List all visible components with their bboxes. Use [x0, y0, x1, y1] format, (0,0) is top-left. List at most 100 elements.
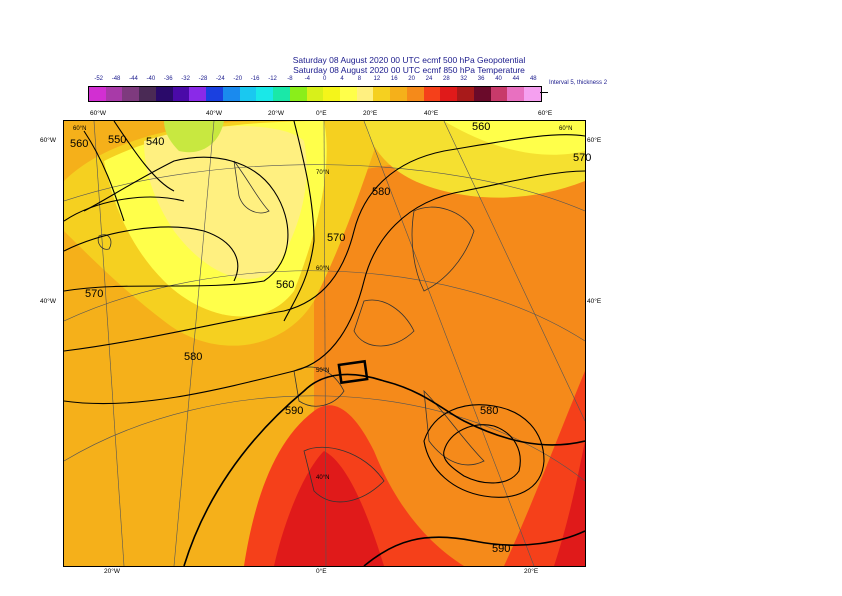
legend-swatch [340, 87, 357, 101]
legend-tick-label: -24 [216, 76, 225, 82]
region-nw-pale [144, 126, 307, 279]
bottom-longitude-label: 0°E [316, 568, 327, 575]
geopotential-contours [64, 121, 585, 566]
contour-label: 570 [327, 232, 346, 244]
legend-swatch [507, 87, 525, 101]
contour-label: 560 [70, 138, 89, 150]
top-longitude-label: 60°W [90, 110, 106, 117]
contour-label: 540 [146, 136, 165, 148]
legend-swatch [423, 87, 441, 101]
legend-tick-label: -8 [287, 76, 293, 82]
latitude-label: 40°N [316, 475, 330, 481]
legend-swatch [155, 87, 173, 101]
legend-swatch [105, 87, 123, 101]
legend-tick-label: -36 [163, 76, 173, 82]
legend-swatch [524, 87, 541, 101]
legend-swatch [473, 87, 491, 101]
graticule [64, 121, 585, 566]
contour-label: 580 [184, 351, 203, 363]
color-legend [88, 86, 542, 102]
left-longitude-label: 60°W [40, 137, 56, 144]
legend-tick-label: 44 [512, 76, 520, 82]
legend-swatch [390, 87, 407, 101]
title-temperature: Saturday 08 August 2020 00 UTC ecmf 850 … [293, 65, 525, 75]
top-longitude-label: 20°E [363, 110, 378, 117]
bottom-longitude-label: 20°E [524, 568, 539, 575]
legend-tick-label: 12 [373, 76, 381, 82]
legend-swatch [122, 87, 140, 101]
legend-tick-label: 4 [340, 76, 344, 82]
legend-tick-label: -32 [181, 76, 190, 82]
contour-label: 560 [276, 279, 295, 291]
legend-tick-label: -16 [250, 76, 260, 82]
domain-box [337, 359, 369, 385]
legend-swatch [256, 87, 274, 101]
latitude-label: 50°N [316, 368, 330, 374]
legend-swatch [440, 87, 458, 101]
bottom-longitude-label: 20°W [104, 568, 120, 575]
legend-tick-label: 20 [408, 76, 415, 82]
legend-tick-label: 28 [443, 76, 450, 82]
legend-arrow [540, 92, 548, 93]
legend-swatch [206, 87, 223, 101]
contour-label: 570 [573, 152, 592, 164]
legend-tick-label: 36 [477, 76, 485, 82]
legend-swatch [490, 87, 508, 101]
region-ne-lightyellow [444, 121, 585, 155]
top-longitude-label: 20°W [268, 110, 284, 117]
legend-swatch [139, 87, 156, 101]
legend-tick-label: 24 [425, 76, 433, 82]
region-east-orange [314, 157, 585, 566]
legend-swatch [356, 87, 374, 101]
region-green-patch [164, 121, 224, 153]
legend-tick-labels: -52 -48 -44 -40 -36 -32 -28 -24 -20 -16 -12 -8 -4 0 4 8… [82, 76, 552, 86]
legend-tick-label: 16 [390, 76, 398, 82]
legend-interval-note: Interval 5, thickness 2 [549, 80, 608, 86]
latitude-label: 60°N [316, 266, 330, 272]
latitude-label: 60°N [73, 126, 87, 132]
top-longitude-label: 40°E [424, 110, 439, 117]
legend-tick-label: 0 [323, 76, 327, 82]
legend-swatch [323, 87, 341, 101]
contour-label: 550 [108, 134, 127, 146]
legend-tick-label: -44 [129, 76, 138, 82]
coastlines [97, 160, 485, 503]
legend-tick-label: -20 [233, 76, 243, 82]
legend-tick-label: -28 [198, 76, 208, 82]
legend-swatch [373, 87, 391, 101]
top-longitude-label: 60°E [538, 110, 553, 117]
left-longitude-label: 40°W [40, 298, 56, 305]
legend-swatch [306, 87, 324, 101]
weather-map [63, 120, 586, 567]
latitude-label: 70°N [316, 170, 330, 176]
legend-swatch [239, 87, 257, 101]
right-longitude-label: 40°E [587, 298, 602, 305]
legend-tick-label: -52 [94, 76, 104, 82]
legend-swatch [89, 87, 106, 101]
legend-tick-label: 48 [529, 76, 537, 82]
contour-label: 560 [472, 121, 491, 133]
contour-label: 580 [372, 186, 391, 198]
contour-label: 570 [85, 288, 104, 300]
region-south-darkred [274, 451, 384, 566]
title-geopotential: Saturday 08 August 2020 00 UTC ecmf 500 … [292, 55, 526, 65]
right-longitude-label: 60°E [587, 137, 602, 144]
legend-tick-label: 32 [460, 76, 468, 82]
legend-swatch [189, 87, 207, 101]
latitude-label: 60°N [559, 126, 573, 132]
legend-swatch [222, 87, 240, 101]
contour-label: 590 [492, 543, 511, 555]
legend-tick-label: -12 [268, 76, 277, 82]
legend-swatch [406, 87, 424, 101]
region-se-red [504, 371, 585, 566]
legend-swatch [289, 87, 307, 101]
legend-swatch [273, 87, 290, 101]
top-longitude-label: 0°E [316, 110, 327, 117]
legend-tick-label: 8 [357, 76, 362, 82]
contour-label: 590 [285, 405, 304, 417]
legend-tick-label: 40 [495, 76, 502, 82]
legend-tick-label: -40 [146, 76, 156, 82]
contour-label: 580 [480, 405, 499, 417]
legend-tick-label: -4 [304, 76, 310, 82]
